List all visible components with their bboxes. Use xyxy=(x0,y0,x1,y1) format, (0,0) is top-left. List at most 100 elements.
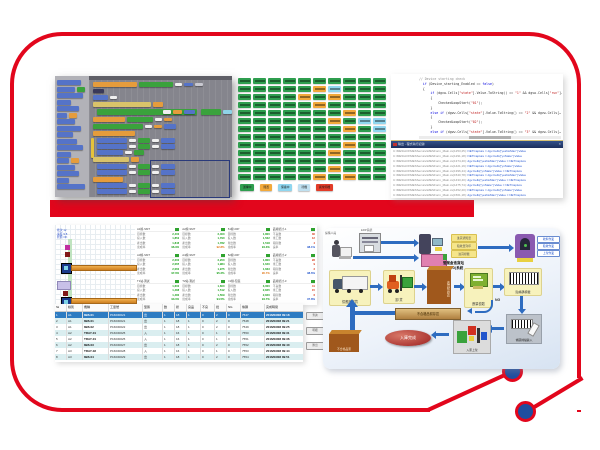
code-block[interactable] xyxy=(145,125,152,128)
code-block[interactable] xyxy=(138,138,150,143)
status-cell[interactable] xyxy=(253,126,266,132)
status-cell[interactable] xyxy=(343,126,356,132)
status-cell[interactable] xyxy=(238,110,251,116)
splitter[interactable] xyxy=(391,140,563,141)
palette-block[interactable] xyxy=(57,125,81,131)
status-cell[interactable] xyxy=(358,166,371,172)
status-cell[interactable] xyxy=(343,142,356,148)
code-block[interactable] xyxy=(129,190,136,193)
code-block[interactable] xyxy=(125,151,132,154)
code-block[interactable] xyxy=(155,118,162,121)
log-row[interactable]: C:\MES\AOI\MESService\MESForm_Main.cs(14… xyxy=(393,188,522,193)
status-cell[interactable] xyxy=(358,158,371,164)
column-header[interactable]: 批 xyxy=(215,304,227,311)
status-cell[interactable] xyxy=(343,110,356,116)
code-block[interactable] xyxy=(161,164,175,169)
status-cell[interactable] xyxy=(298,174,311,180)
status-cell[interactable] xyxy=(328,86,341,92)
code-block[interactable] xyxy=(161,170,175,175)
scrollbar-thumb[interactable] xyxy=(468,136,512,139)
status-cell[interactable] xyxy=(268,126,281,132)
status-cell[interactable] xyxy=(328,166,341,172)
palette-block[interactable] xyxy=(57,138,77,144)
code-block[interactable] xyxy=(138,164,150,169)
column-header[interactable]: 數 xyxy=(163,304,175,311)
status-cell[interactable] xyxy=(253,134,266,140)
code-block[interactable] xyxy=(164,118,172,121)
status-cell[interactable] xyxy=(313,78,326,84)
code-block[interactable] xyxy=(110,96,117,99)
code-block[interactable] xyxy=(184,110,195,114)
status-cell[interactable] xyxy=(238,142,251,148)
column-header[interactable]: 狀 xyxy=(175,304,187,311)
log-row[interactable]: C:\MES\AOI\MESService\MESForm_Main.cs(14… xyxy=(393,178,526,183)
code-block[interactable] xyxy=(152,171,159,174)
palette-block[interactable] xyxy=(57,177,69,183)
status-cell[interactable] xyxy=(283,134,296,140)
status-cell[interactable] xyxy=(253,86,266,92)
status-cell[interactable] xyxy=(253,174,266,180)
column-header[interactable]: 條碼 xyxy=(241,304,265,311)
status-cell[interactable] xyxy=(373,166,386,172)
code-block[interactable] xyxy=(184,83,193,86)
code-block[interactable] xyxy=(164,124,176,129)
code-block[interactable] xyxy=(138,144,150,149)
status-cell[interactable] xyxy=(238,102,251,108)
code-block[interactable] xyxy=(97,189,127,194)
palette-block[interactable] xyxy=(57,106,79,111)
table-header[interactable]: №線別機種工單號型態數狀良品不良批NG條碼完成時間備註 xyxy=(55,304,303,312)
status-cell[interactable] xyxy=(313,86,326,92)
code-block[interactable] xyxy=(97,144,127,149)
column-header[interactable]: 線別 xyxy=(67,304,83,311)
status-cell[interactable] xyxy=(313,102,326,108)
code-block[interactable] xyxy=(93,95,108,100)
status-cell[interactable] xyxy=(298,134,311,140)
code-block[interactable] xyxy=(131,157,139,162)
status-cell[interactable] xyxy=(328,78,341,84)
status-cell[interactable] xyxy=(358,78,371,84)
status-cell[interactable] xyxy=(283,174,296,180)
code-block[interactable] xyxy=(173,110,182,114)
status-cell[interactable] xyxy=(313,158,326,164)
status-cell[interactable] xyxy=(268,134,281,140)
status-cell[interactable] xyxy=(328,134,341,140)
status-cell[interactable] xyxy=(283,102,296,108)
code-block[interactable] xyxy=(138,189,150,194)
status-cell[interactable] xyxy=(343,78,356,84)
palette-chip[interactable] xyxy=(77,86,85,92)
status-cell[interactable] xyxy=(283,78,296,84)
status-cell[interactable] xyxy=(313,126,326,132)
code-block[interactable] xyxy=(195,83,203,86)
code-block[interactable] xyxy=(93,102,151,107)
code-block[interactable] xyxy=(91,138,94,158)
status-cell[interactable] xyxy=(283,158,296,164)
status-cell[interactable] xyxy=(313,110,326,116)
status-cell[interactable] xyxy=(328,94,341,100)
code-block[interactable] xyxy=(152,165,159,168)
status-cell[interactable] xyxy=(373,158,386,164)
column-header[interactable]: 良品 xyxy=(187,304,201,311)
status-cell[interactable] xyxy=(343,94,356,100)
log-row[interactable]: C:\MES\AOI\MESService\MESForm_Main.cs(12… xyxy=(393,149,526,153)
code-editor[interactable]: // Device starting check if (Device_star… xyxy=(391,74,563,198)
status-cell[interactable] xyxy=(343,174,356,180)
palette-block[interactable] xyxy=(57,80,81,85)
column-header[interactable]: 型態 xyxy=(143,304,163,311)
column-header[interactable]: 不良 xyxy=(201,304,215,311)
code-block[interactable] xyxy=(93,131,135,136)
palette-block[interactable] xyxy=(57,99,71,105)
code-block[interactable] xyxy=(129,171,136,174)
status-cell[interactable] xyxy=(358,142,371,148)
column-header[interactable]: № xyxy=(55,304,67,311)
code-block[interactable] xyxy=(154,125,162,128)
status-cell[interactable] xyxy=(343,86,356,92)
status-cell[interactable] xyxy=(268,158,281,164)
code-block[interactable] xyxy=(139,82,173,87)
status-cell[interactable] xyxy=(328,102,341,108)
status-cell[interactable] xyxy=(328,174,341,180)
code-block[interactable] xyxy=(163,110,171,114)
palette-chip[interactable] xyxy=(71,158,79,163)
code-block[interactable] xyxy=(152,190,159,193)
status-cell[interactable] xyxy=(373,150,386,156)
status-cell[interactable] xyxy=(358,150,371,156)
